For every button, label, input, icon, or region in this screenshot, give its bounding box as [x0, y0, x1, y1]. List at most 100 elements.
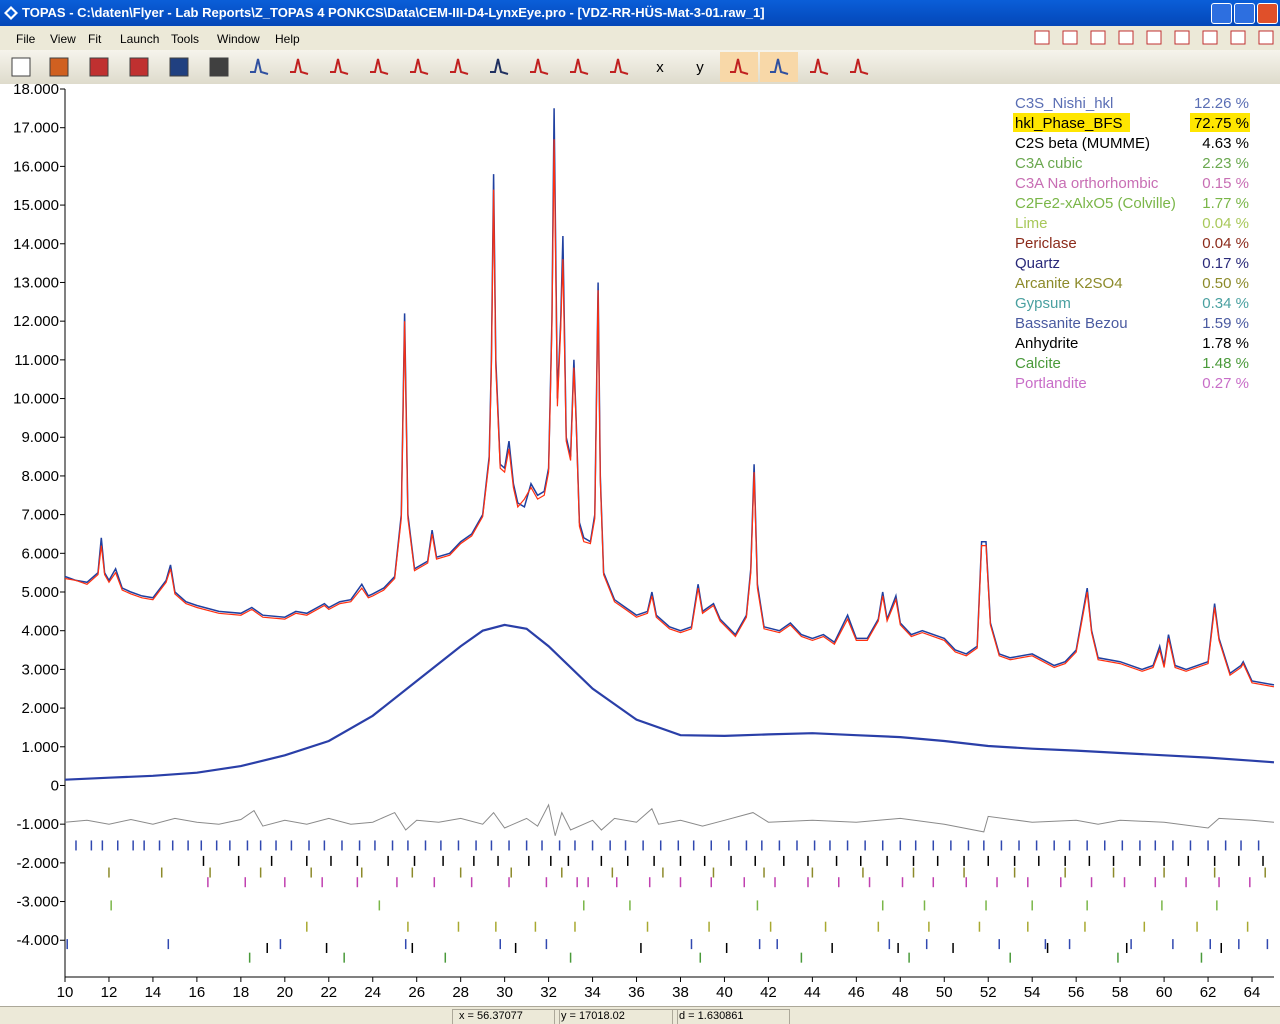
phase-highlight: [1013, 113, 1130, 132]
menu-item[interactable]: Launch: [120, 32, 160, 46]
icon-glyph: [370, 58, 389, 75]
mdi-button[interactable]: [1174, 30, 1190, 45]
y-tick-label: 13.000: [13, 274, 59, 291]
phase-name[interactable]: C3A cubic: [1015, 155, 1083, 172]
mdi-button[interactable]: [1258, 30, 1274, 45]
phase-percent: 1.48 %: [1202, 355, 1249, 372]
icon-frame: [11, 57, 31, 77]
icon-frame: [209, 57, 229, 77]
phase-name[interactable]: Periclase: [1015, 235, 1077, 252]
icon-glyph: [450, 58, 469, 75]
phase-percent: 1.77 %: [1202, 195, 1249, 212]
x-tick-label: 64: [1244, 984, 1261, 1001]
phase-percent: 0.17 %: [1202, 255, 1249, 272]
phase-name[interactable]: C3S_Nishi_hkl: [1015, 95, 1113, 112]
toolbar-button[interactable]: [169, 57, 189, 77]
toolbar-button[interactable]: [290, 58, 309, 76]
menu-item[interactable]: Tools: [171, 32, 200, 46]
phase-name[interactable]: C3A Na orthorhombic: [1015, 175, 1159, 192]
y-tick-label: 0: [51, 777, 59, 794]
y-tick-label: 10.000: [13, 391, 59, 408]
phase-name[interactable]: Quartz: [1015, 255, 1060, 272]
menu-item[interactable]: Fit: [88, 32, 102, 46]
phase-name[interactable]: Arcanite K2SO4: [1015, 275, 1123, 292]
y-tick-label: -4.000: [16, 932, 59, 949]
icon-glyph: [610, 58, 629, 75]
toolbar-button[interactable]: [810, 58, 829, 76]
pattern-plot: 18.000 17.000 16.000 15.000 14.000 13.000 12.0…: [0, 84, 1280, 1006]
x-tick-label: 58: [1112, 984, 1129, 1001]
phase-name[interactable]: C2S beta (MUMME): [1015, 135, 1150, 152]
y-tick-label: 5.000: [21, 584, 59, 601]
toolbar-button[interactable]: [850, 58, 869, 76]
toolbar-button[interactable]: [129, 57, 149, 77]
icon-frame: [89, 57, 109, 77]
phase-name[interactable]: Calcite: [1015, 355, 1061, 372]
mdi-button[interactable]: [1034, 30, 1050, 45]
mdi-button[interactable]: [1118, 30, 1134, 45]
y-tick-label: 15.000: [13, 197, 59, 214]
mdi-button[interactable]: [1202, 30, 1218, 45]
restore-button[interactable]: [1234, 3, 1255, 24]
toolbar-button[interactable]: [450, 58, 469, 76]
icon-glyph: [490, 58, 509, 75]
menu-item[interactable]: Help: [275, 32, 300, 46]
phase-name[interactable]: C2Fe2-xAlxO5 (Colville): [1015, 195, 1176, 212]
toolbar-button[interactable]: [209, 57, 229, 77]
phase-name[interactable]: Portlandite: [1015, 375, 1087, 392]
x-tick-label: 10: [57, 984, 74, 1001]
x-tick-label: 42: [760, 984, 777, 1001]
x-tick-label: 32: [540, 984, 557, 1001]
menu-item[interactable]: View: [50, 32, 76, 46]
x-tick-label: 22: [320, 984, 337, 1001]
toolbar-button[interactable]: [760, 52, 798, 82]
menu-item[interactable]: File: [16, 32, 36, 46]
toolbar-button[interactable]: [410, 58, 429, 76]
mdi-button[interactable]: [1230, 30, 1246, 45]
toolbar-button[interactable]: [370, 58, 389, 76]
phase-percent: 1.59 %: [1202, 315, 1249, 332]
minimize-button[interactable]: [1211, 3, 1232, 24]
toolbar-button[interactable]: [11, 57, 31, 77]
y-tick-label: 8.000: [21, 468, 59, 485]
close-button[interactable]: [1257, 3, 1278, 24]
phase-name[interactable]: hkl_Phase_BFS: [1015, 115, 1123, 132]
icon-glyph: [810, 58, 829, 75]
y-tick-label: 6.000: [21, 545, 59, 562]
phase-percent: 1.78 %: [1202, 335, 1249, 352]
phase-name[interactable]: Lime: [1015, 215, 1048, 232]
phase-name[interactable]: Bassanite Bezou: [1015, 315, 1128, 332]
phase-name[interactable]: Anhydrite: [1015, 335, 1078, 352]
toolbar-button[interactable]: [490, 58, 509, 76]
x-tick-label: 60: [1156, 984, 1173, 1001]
toolbar-button[interactable]: [49, 57, 69, 77]
toolbar-button[interactable]: [250, 58, 269, 76]
x-tick-label: 40: [716, 984, 733, 1001]
y-tick-label: 7.000: [21, 507, 59, 524]
menu-item[interactable]: Window: [217, 32, 260, 46]
mdi-button[interactable]: [1146, 30, 1162, 45]
window-title: TOPAS - C:\daten\Flyer - Lab Reports\Z_T…: [22, 5, 765, 20]
toolbar-button[interactable]: [89, 57, 109, 77]
y-tick-label: 18.000: [13, 84, 59, 98]
icon-glyph: [250, 58, 269, 75]
toolbar-button[interactable]: [610, 58, 629, 76]
toolbar-text-button[interactable]: y: [696, 59, 704, 76]
icon-glyph: [410, 58, 429, 75]
y-tick-label: 12.000: [13, 313, 59, 330]
mdi-button[interactable]: [1090, 30, 1106, 45]
toolbar-button[interactable]: [530, 58, 549, 76]
toolbar-text-button[interactable]: x: [656, 59, 664, 76]
icon-glyph: [290, 58, 309, 75]
y-tick-label: 14.000: [13, 236, 59, 253]
toolbar-button[interactable]: [720, 52, 758, 82]
x-tick-label: 50: [936, 984, 953, 1001]
toolbar-button[interactable]: [570, 58, 589, 76]
x-tick-label: 62: [1200, 984, 1217, 1001]
mdi-button[interactable]: [1062, 30, 1078, 45]
phase-name[interactable]: Gypsum: [1015, 295, 1071, 312]
toolbar-button[interactable]: [330, 58, 349, 76]
x-tick-label: 20: [276, 984, 293, 1001]
